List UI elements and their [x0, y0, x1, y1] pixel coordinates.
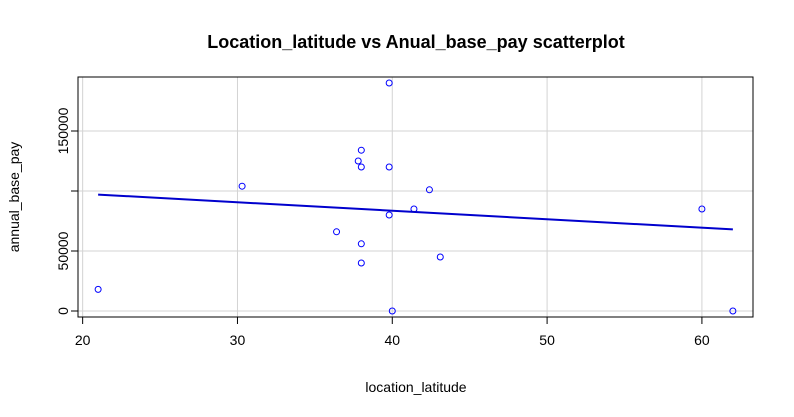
data-point — [698, 205, 706, 213]
x-tick-label: 30 — [230, 332, 246, 348]
data-point — [388, 307, 396, 315]
y-axis: 0 50000 150000 — [55, 107, 79, 315]
data-point — [357, 240, 365, 248]
x-tick-label: 40 — [384, 332, 400, 348]
x-axis-label: location_latitude — [365, 379, 466, 395]
x-tick-label: 50 — [539, 332, 555, 348]
data-point — [333, 228, 341, 236]
data-point — [357, 146, 365, 154]
data-point — [354, 157, 362, 165]
data-point — [425, 186, 433, 194]
data-point — [94, 285, 102, 293]
y-tick-label: 150000 — [55, 107, 71, 154]
plot-frame — [77, 76, 754, 318]
x-tick-label: 20 — [75, 332, 91, 348]
data-point — [729, 307, 737, 315]
x-tick-label: 60 — [694, 332, 710, 348]
y-axis-label: annual_base_pay — [6, 142, 22, 253]
data-point — [238, 182, 246, 190]
chart-title: Location_latitude vs Anual_base_pay scat… — [207, 32, 624, 52]
trend-line — [98, 193, 733, 231]
grid-lines — [78, 77, 753, 317]
data-point — [357, 163, 365, 171]
y-tick-label: 0 — [55, 307, 71, 315]
data-points — [94, 79, 737, 315]
trend-line-group — [98, 193, 733, 231]
y-tick-label: 50000 — [55, 231, 71, 270]
data-point — [385, 211, 393, 219]
data-point — [436, 253, 444, 261]
x-axis: 20 30 40 50 60 — [75, 316, 710, 348]
data-point — [357, 259, 365, 267]
data-point — [385, 163, 393, 171]
data-point — [385, 79, 393, 87]
